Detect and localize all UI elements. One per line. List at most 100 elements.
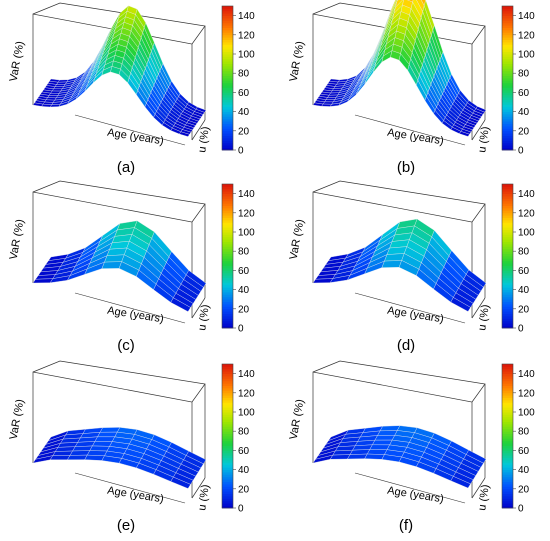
box-front-edge	[32, 371, 193, 498]
colorbar-segment	[502, 82, 513, 86]
colorbar-segment	[222, 109, 233, 112]
colorbar-tick-label: 120	[518, 208, 535, 219]
colorbar-segment	[502, 140, 513, 144]
colorbar-segment	[222, 44, 233, 48]
surface-facet	[450, 476, 471, 489]
colorbar-frame	[501, 183, 514, 329]
chart-panel: VaR (%) Age (years) u (%) 0 20 40 60 80 100 120 14…	[288, 0, 535, 176]
colorbar-segment	[502, 301, 513, 305]
colorbar-segment	[222, 373, 233, 377]
colorbar-segment	[222, 469, 233, 473]
colorbar-segment	[502, 193, 513, 197]
surface-facet	[69, 450, 91, 456]
colorbar-segment	[222, 488, 233, 492]
colorbar-segment	[222, 75, 233, 79]
colorbar-segment	[502, 54, 513, 57]
surface-facet	[329, 454, 351, 460]
colorbar-segment	[222, 234, 233, 238]
colorbar-segment	[222, 280, 233, 283]
colorbar-segment	[222, 390, 233, 394]
colorbar-tick-label: 140	[238, 369, 255, 380]
y-axis-label: u (%)	[476, 484, 492, 512]
colorbar-segment	[502, 433, 513, 437]
colorbar-segment	[502, 133, 513, 136]
colorbar-segment	[502, 90, 513, 93]
colorbar-segment	[222, 104, 233, 108]
surface-facet	[366, 449, 388, 455]
colorbar-tick-label: 100	[518, 50, 535, 61]
chart-panel: VaR (%) Age (years) u (%) 0 20 40 60 80 100 120 14…	[288, 360, 535, 534]
colorbar-segment	[222, 239, 233, 242]
surface-facet	[32, 278, 54, 284]
colorbar-segment	[502, 450, 513, 454]
colorbar: 0 20 40 60 80 100 120 140	[501, 5, 535, 157]
colorbar-segment	[222, 66, 233, 69]
colorbar-tick-label: 100	[238, 228, 255, 239]
x-axis-line	[354, 472, 466, 504]
x-axis-label: Age (years)	[106, 305, 164, 326]
colorbar-segment	[222, 37, 233, 40]
colorbar-segment	[222, 462, 233, 466]
colorbar-segment	[502, 130, 513, 134]
colorbar-segment	[502, 68, 513, 72]
x-axis-label: Age (years)	[386, 127, 444, 148]
colorbar-segment	[502, 10, 513, 14]
x-axis-label: Age (years)	[386, 305, 444, 326]
colorbar-segment	[502, 61, 513, 64]
surface-facet	[384, 253, 405, 262]
colorbar-segment	[222, 42, 233, 45]
colorbar-segment	[502, 395, 513, 398]
colorbar-segment	[502, 289, 513, 293]
colorbar-segment	[502, 390, 513, 394]
colorbar-segment	[222, 92, 233, 96]
colorbar-segment	[502, 462, 513, 466]
colorbar-segment	[502, 39, 513, 43]
colorbar-segment	[222, 106, 233, 110]
colorbar-tick-label: 140	[518, 189, 535, 200]
x-axis-line	[74, 472, 186, 504]
colorbar-segment	[502, 97, 513, 100]
colorbar-segment	[222, 186, 233, 190]
colorbar-segment	[502, 205, 513, 209]
colorbar-segment	[222, 380, 233, 384]
colorbar-segment	[222, 395, 233, 398]
colorbar-segment	[502, 503, 513, 506]
colorbar-segment	[502, 258, 513, 262]
colorbar-segment	[502, 18, 513, 21]
surface-facet	[89, 445, 111, 452]
colorbar-segment	[502, 426, 513, 430]
colorbar-segment	[222, 142, 233, 146]
colorbar-segment	[502, 186, 513, 190]
colorbar-segment	[222, 289, 233, 293]
colorbar-segment	[222, 450, 233, 454]
colorbar-segment	[222, 49, 233, 52]
colorbar-segment	[502, 229, 513, 233]
colorbar-segment	[222, 498, 233, 502]
surface-facet	[170, 297, 191, 312]
colorbar-segment	[222, 22, 233, 26]
colorbar-segment	[222, 184, 233, 187]
colorbar-segment	[222, 94, 233, 98]
colorbar-segment	[222, 491, 233, 494]
colorbar-segment	[222, 299, 233, 302]
colorbar-segment	[502, 282, 513, 286]
colorbar-segment	[502, 443, 513, 446]
colorbar-frame	[501, 363, 514, 509]
colorbar: 0 20 40 60 80 100 120 140	[221, 363, 255, 515]
colorbar-tick-label: 40	[518, 465, 530, 476]
colorbar-tick-label: 140	[238, 11, 255, 22]
colorbar-segment	[502, 469, 513, 473]
colorbar-segment	[222, 275, 233, 278]
colorbar-tick-label: 60	[238, 446, 250, 457]
box-top-edge	[32, 180, 206, 223]
colorbar-segment	[502, 484, 513, 487]
colorbar-segment	[222, 102, 233, 105]
colorbar-segment	[502, 452, 513, 456]
colorbar-segment	[222, 426, 233, 430]
colorbar-tick-label: 80	[238, 247, 250, 258]
colorbar-segment	[222, 90, 233, 93]
colorbar-tick-label: 0	[518, 504, 524, 515]
colorbar-segment	[502, 373, 513, 377]
colorbar-segment	[502, 109, 513, 112]
colorbar-tick-label: 20	[238, 126, 250, 137]
